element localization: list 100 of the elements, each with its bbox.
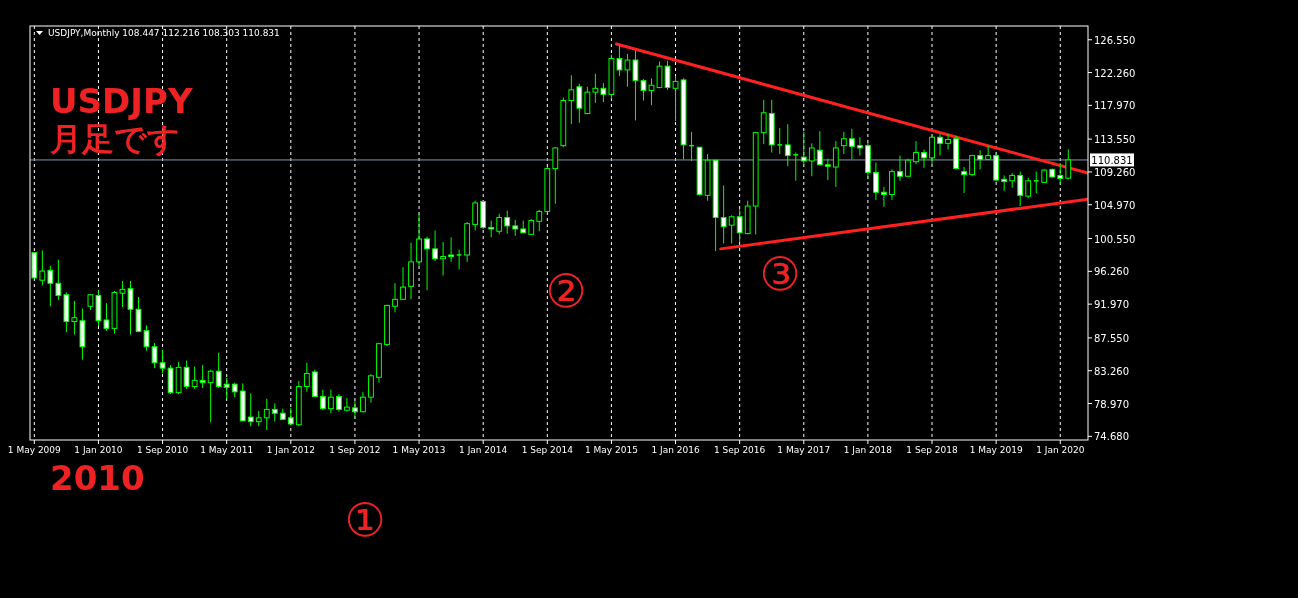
- candlestick: [39, 249, 46, 287]
- x-tick-label: 1 May 2011: [200, 445, 254, 455]
- candlestick: [504, 210, 511, 235]
- candlestick: [897, 155, 903, 182]
- candlestick: [856, 136, 863, 157]
- candlestick: [207, 369, 214, 423]
- candlestick: [568, 74, 575, 125]
- candlestick: [848, 128, 855, 160]
- candlestick: [416, 213, 422, 267]
- candlestick: [760, 99, 767, 145]
- candlestick: [776, 127, 783, 155]
- candlestick: [448, 236, 455, 263]
- chart-title: USDJPY,Monthly 108.447 112.216 108.303 110.831: [48, 28, 280, 38]
- candlestick: [929, 135, 935, 165]
- candlestick: [1065, 148, 1072, 180]
- y-tick-label: 87.550: [1094, 332, 1129, 344]
- annotation: ②: [545, 264, 587, 318]
- x-tick-label: 1 May 2013: [392, 445, 446, 455]
- x-tick-label: 1 Jan 2012: [266, 445, 315, 455]
- candlestick: [824, 158, 831, 181]
- ref-line-label: 110.831: [1091, 154, 1133, 166]
- candlestick: [472, 200, 479, 232]
- x-tick-label: 1 Sep 2014: [521, 445, 574, 455]
- candlestick: [199, 364, 206, 389]
- candlestick: [600, 82, 607, 103]
- candlestick: [392, 282, 398, 313]
- y-tick-label: 74.680: [1094, 431, 1129, 443]
- candlestick: [792, 152, 799, 182]
- x-tick-label: 1 Sep 2016: [714, 445, 766, 455]
- candlestick: [1025, 177, 1032, 199]
- annotation: USDJPY: [50, 81, 193, 121]
- y-tick-label: 113.550: [1094, 134, 1136, 146]
- y-tick-label: 83.260: [1094, 365, 1129, 377]
- candlestick: [400, 266, 406, 301]
- candlestick: [263, 398, 270, 431]
- x-tick-label: 1 Sep 2012: [329, 445, 381, 455]
- x-tick-label: 1 May 2017: [777, 445, 831, 455]
- candlestick: [840, 131, 847, 155]
- candlestick: [536, 209, 543, 232]
- candlestick: [215, 352, 222, 389]
- candlestick: [889, 168, 895, 201]
- text: ①: [344, 493, 386, 547]
- annotation: ③: [759, 247, 801, 301]
- candlestick: [552, 146, 559, 205]
- x-tick-label: 1 Jan 2010: [74, 445, 123, 455]
- candlestick: [455, 249, 463, 271]
- candlestick: [1017, 171, 1024, 207]
- candlestick: [424, 236, 430, 291]
- y-tick-label: 126.550: [1094, 34, 1136, 46]
- candlestick: [440, 241, 447, 277]
- x-tick-label: 1 May 2009: [7, 445, 62, 455]
- y-tick-label: 78.970: [1094, 398, 1129, 410]
- candlestick: [937, 133, 943, 157]
- candlestick: [816, 130, 823, 167]
- x-tick-label: 1 Jan 2014: [459, 445, 508, 455]
- candlestick: [720, 184, 727, 245]
- x-tick-label: 1 Jan 2020: [1036, 445, 1085, 455]
- candlestick: [319, 389, 326, 411]
- candlestick: [71, 300, 78, 335]
- candlestick: [247, 392, 254, 427]
- candlestick: [784, 123, 791, 167]
- candlestick: [303, 362, 310, 393]
- text: 2010: [50, 458, 145, 498]
- candlestick: [368, 373, 374, 404]
- x-tick-label: 1 Jan 2018: [843, 445, 893, 455]
- candlestick: [1033, 171, 1040, 194]
- y-tick-label: 122.260: [1094, 67, 1136, 79]
- candlestick: [327, 389, 334, 414]
- candlestick: [616, 45, 623, 77]
- y-tick-label: 96.260: [1094, 266, 1129, 278]
- x-tick-label: 1 Sep 2018: [906, 445, 958, 455]
- candlestick: [576, 83, 583, 124]
- candlestick: [344, 397, 350, 413]
- candlestick: [961, 166, 967, 194]
- annotation: 月足です: [49, 120, 180, 158]
- y-tick-label: 104.970: [1094, 199, 1136, 211]
- candlestick: [55, 259, 62, 301]
- candlestick: [183, 359, 190, 390]
- candlestick: [945, 133, 951, 150]
- x-tick-label: 1 May 2015: [584, 445, 638, 455]
- candlestick: [592, 73, 599, 104]
- y-tick-label: 91.970: [1094, 299, 1129, 311]
- x-tick-label: 1 May 2019: [969, 445, 1023, 455]
- candlestick: [873, 161, 879, 201]
- candlestick: [728, 214, 735, 245]
- x-tick-label: 1 Jan 2016: [651, 445, 700, 455]
- candlestick: [271, 402, 278, 423]
- candlestick: [985, 145, 992, 160]
- candlestick: [808, 142, 815, 177]
- candlestick: [913, 140, 919, 165]
- candlestick: [496, 213, 503, 235]
- candlestick: [584, 86, 591, 115]
- candlestick: [921, 148, 927, 169]
- candlestick: [832, 140, 839, 188]
- x-tick-label: 1 Sep 2010: [136, 445, 189, 455]
- y-tick-label: 117.970: [1094, 100, 1136, 112]
- candlestick: [151, 342, 158, 369]
- y-tick-label: 109.260: [1094, 166, 1136, 178]
- candlestick: [432, 230, 438, 262]
- candlestick: [191, 366, 198, 390]
